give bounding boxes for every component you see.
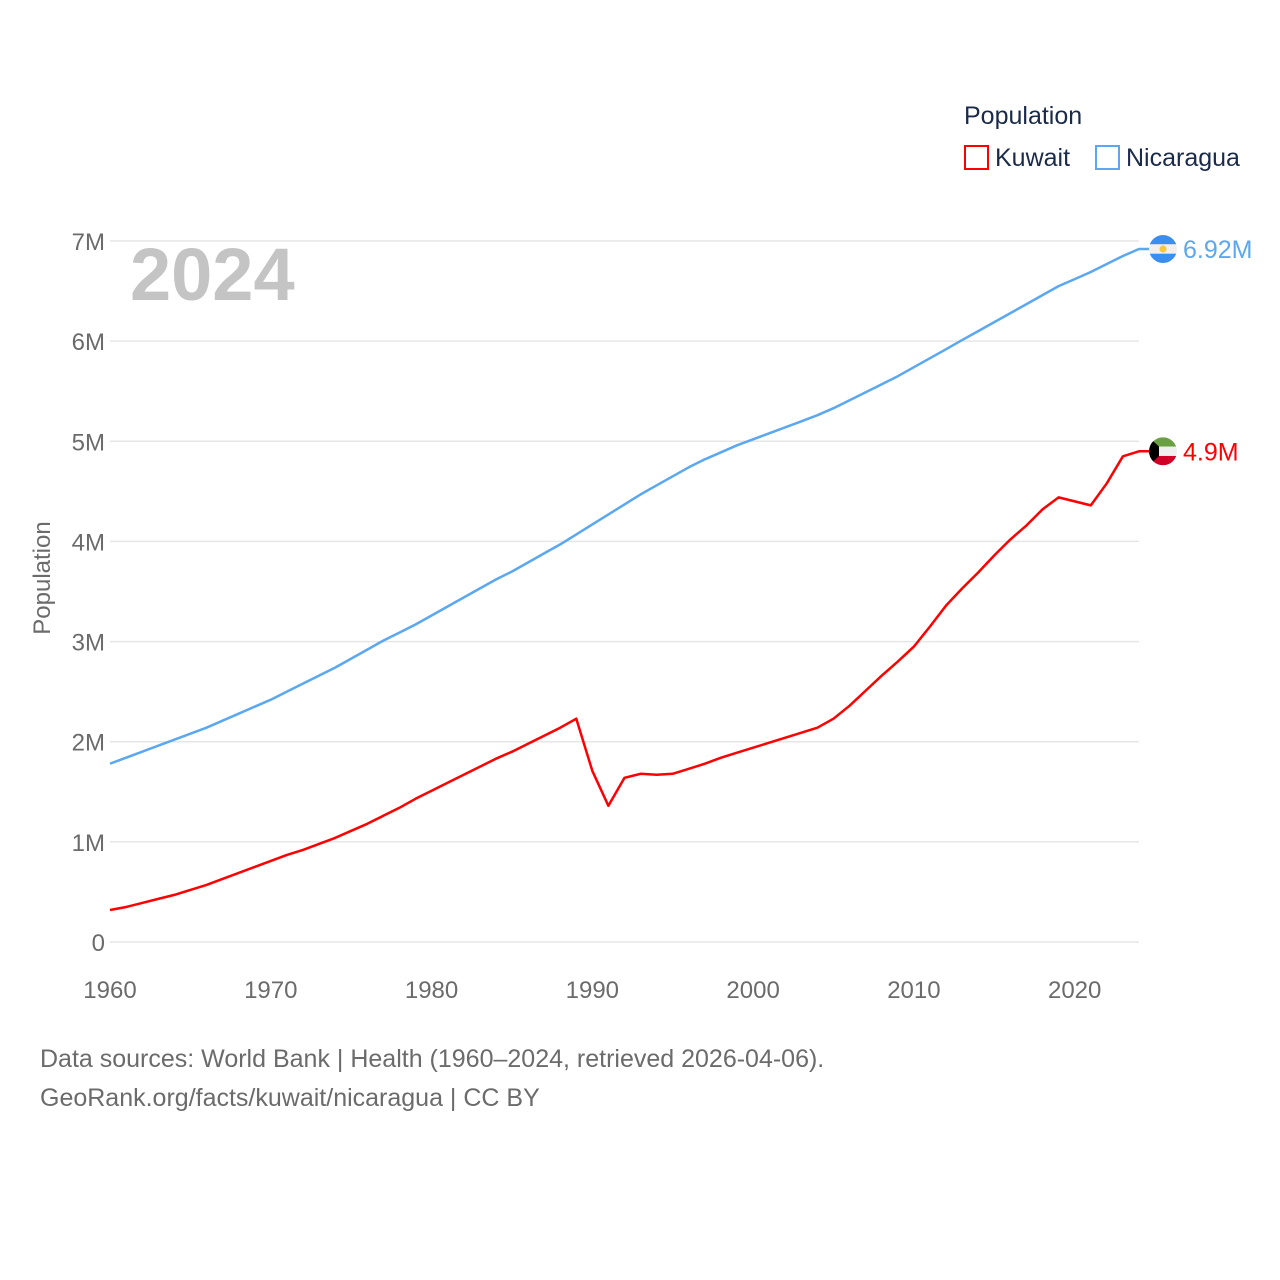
data-sources-text: Data sources: World Bank | Health (1960–… [40,1045,825,1073]
y-tick-label: 4M [72,529,105,556]
nicaragua-flag-icon [1149,235,1177,264]
attribution-link[interactable]: GeoRank.org/facts/kuwait/nicaragua | CC … [40,1084,540,1112]
series-line-nicaragua [109,247,1150,765]
legend-label-nicaragua: Nicaragua [1126,144,1240,172]
year-watermark: 2024 [130,233,295,316]
y-axis-title: Population [29,521,56,634]
y-tick-label: 5M [72,429,105,456]
x-tick-label: 2020 [1048,977,1101,1004]
legend-item-kuwait[interactable]: Kuwait [964,144,1070,172]
y-tick-label: 0 [92,930,105,957]
legend-title: Population [964,102,1082,130]
x-tick-label: 2010 [887,977,940,1004]
y-tick-label: 7M [72,229,105,256]
legend-swatch-kuwait [964,145,989,170]
x-tick-label: 1960 [83,977,136,1004]
y-tick-label: 3M [72,630,105,657]
end-value-label-nicaragua: 6.92M [1183,236,1252,264]
legend-swatch-nicaragua [1095,145,1120,170]
x-tick-label: 1990 [566,977,619,1004]
y-tick-label: 2M [72,730,105,757]
kuwait-flag-icon [1149,437,1177,466]
y-tick-label: 6M [72,329,105,356]
legend-item-nicaragua[interactable]: Nicaragua [1095,144,1240,172]
x-tick-label: 2000 [726,977,779,1004]
y-tick-label: 1M [72,830,105,857]
end-value-label-kuwait: 4.9M [1183,438,1239,466]
x-tick-label: 1970 [244,977,297,1004]
legend-label-kuwait: Kuwait [995,144,1070,172]
x-tick-label: 1980 [405,977,458,1004]
series-line-kuwait [109,450,1150,912]
